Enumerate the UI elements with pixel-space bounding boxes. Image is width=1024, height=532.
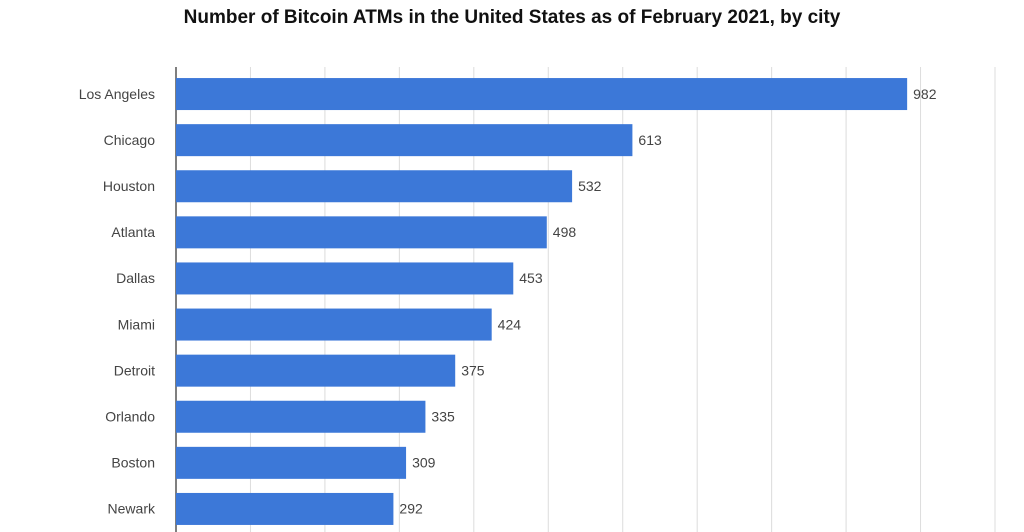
value-label: 292 (399, 501, 423, 517)
y-tick-label: Boston (111, 455, 155, 471)
y-tick-label: Dallas (116, 270, 155, 286)
value-label: 375 (461, 362, 485, 378)
value-label: 424 (498, 316, 522, 332)
bar (176, 354, 456, 387)
bar (176, 400, 426, 433)
y-tick-label: Atlanta (111, 224, 155, 240)
bar (176, 124, 633, 157)
y-tick-label: Detroit (114, 362, 155, 378)
bar (176, 216, 547, 249)
y-tick-label: Miami (118, 316, 155, 332)
value-label: 309 (412, 455, 436, 471)
y-tick-label: Houston (103, 178, 155, 194)
bar (176, 492, 394, 525)
value-label: 335 (431, 408, 455, 424)
value-label: 532 (578, 178, 602, 194)
bar (176, 78, 908, 111)
y-tick-label: Orlando (105, 408, 155, 424)
bar (176, 262, 514, 295)
y-tick-label: Newark (108, 501, 156, 517)
y-tick-label: Chicago (104, 132, 156, 148)
value-label: 453 (519, 270, 543, 286)
bar (176, 170, 573, 203)
y-tick-label: Los Angeles (79, 86, 155, 102)
chart-title: Number of Bitcoin ATMs in the United Sta… (184, 7, 841, 28)
bar (176, 446, 407, 479)
bar (176, 308, 492, 341)
value-label: 498 (553, 224, 577, 240)
value-label: 982 (913, 86, 937, 102)
value-label: 613 (638, 132, 662, 148)
